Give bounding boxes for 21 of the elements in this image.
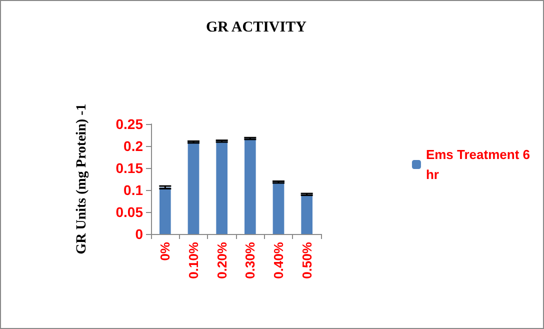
y-tick-label: 0.05 [116, 204, 144, 220]
y-axis-title: GR Units (mg Protein) -1 [74, 104, 90, 254]
y-tick-label: 0.15 [116, 160, 144, 176]
y-tick-label: 0 [135, 226, 144, 242]
bar [160, 187, 171, 234]
x-tick-label: 0.30% [242, 242, 258, 279]
x-tick-label: 0.40% [271, 242, 286, 279]
bar [216, 141, 228, 234]
chart-title: GR ACTIVITY [206, 20, 307, 36]
x-tick-label: 0.10% [186, 242, 201, 279]
y-tick-label: 0.1 [124, 182, 144, 198]
x-tick-label: 0.20% [214, 242, 230, 279]
legend-label: Ems Treatment 6 hr [426, 147, 530, 182]
y-tick-label: 0.2 [124, 138, 144, 154]
x-tick-label: 0% [158, 242, 173, 261]
bar [244, 138, 256, 234]
bar [272, 182, 284, 234]
bar [188, 142, 200, 234]
bar [301, 194, 312, 234]
x-tick-label: 0.50% [299, 242, 314, 279]
y-tick-label: 0.25 [116, 116, 144, 132]
